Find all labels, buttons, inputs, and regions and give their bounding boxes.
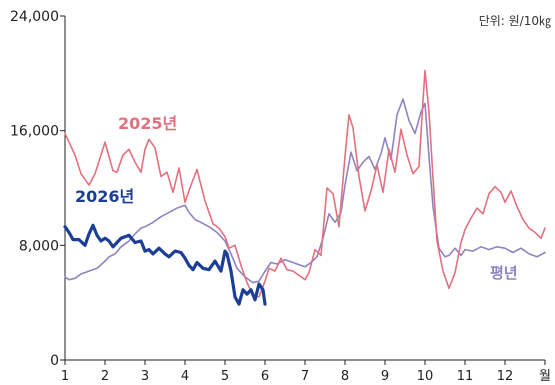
series-line-2026 (63, 223, 267, 306)
x-tick-label: 7 (301, 369, 309, 384)
series-layer (63, 69, 546, 306)
unit-label: 단위: 원/10㎏ (479, 14, 551, 28)
series-line-average (64, 98, 546, 284)
x-tick-label: 6 (261, 369, 269, 384)
y-tick-label: 8,000 (19, 238, 59, 254)
x-axis-ticks: 1 2 3 4 5 6 7 8 9 10 11 12 월 (61, 360, 551, 384)
x-tick-label: 3 (141, 369, 149, 384)
y-axis-ticks: 0 8,000 16,000 24,000 (10, 9, 65, 369)
series-label-2025: 2025년 (118, 114, 177, 133)
x-tick-label: 8 (341, 369, 349, 384)
x-tick-label: 2 (101, 369, 109, 384)
x-tick-label: 월 (539, 369, 551, 384)
x-tick-label: 11 (457, 369, 474, 384)
x-tick-label: 12 (497, 369, 514, 384)
series-label-average: 평년 (490, 264, 518, 282)
series-line-2025 (64, 69, 546, 298)
x-tick-label: 1 (61, 369, 69, 384)
y-tick-label: 16,000 (10, 124, 59, 140)
y-tick-label: 24,000 (10, 9, 59, 25)
y-tick-label: 0 (50, 353, 59, 369)
series-label-2026: 2026년 (75, 187, 134, 206)
x-tick-label: 5 (221, 369, 229, 384)
x-tick-label: 10 (417, 369, 434, 384)
x-tick-label: 9 (381, 369, 389, 384)
x-tick-label: 4 (181, 369, 189, 384)
